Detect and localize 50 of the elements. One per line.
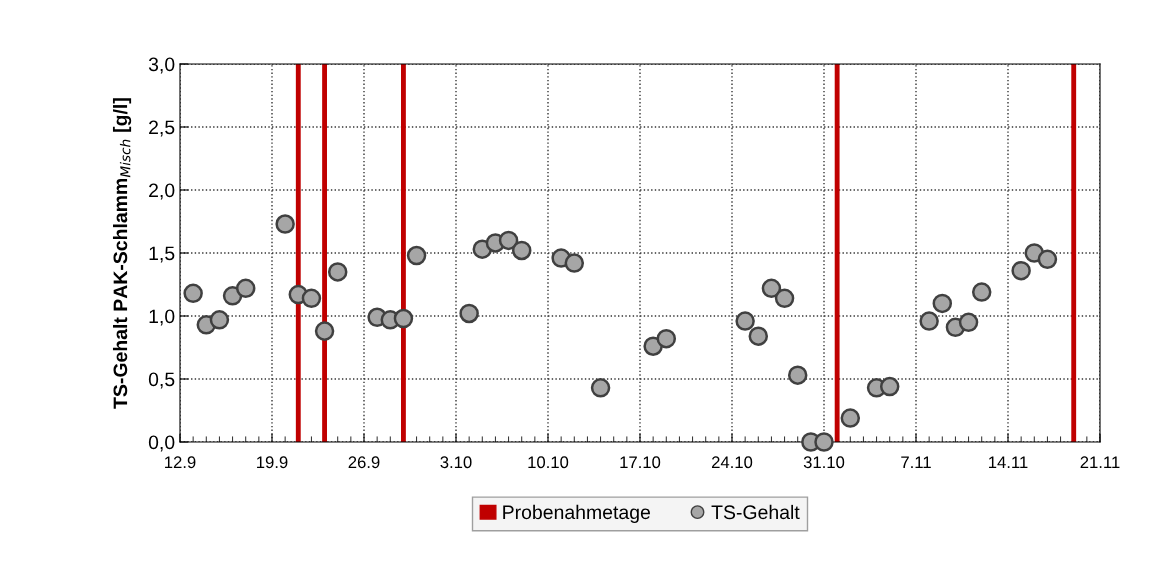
point [814, 432, 834, 452]
point [879, 376, 900, 397]
point [590, 378, 611, 398]
y-tick-label: 1,5 [149, 246, 175, 263]
x-tick-label: 31.10 [803, 456, 845, 469]
x-tick-label: 26.9 [348, 456, 380, 469]
y-tick-label: 2,5 [149, 120, 175, 137]
x-tick-label: 3.10 [440, 456, 472, 469]
point [511, 240, 532, 261]
y-axis-title: TS-Gehalt PAK-Schlamm$_{Misch}$ [g/l] [112, 98, 132, 409]
x-tick-label: 14.11 [989, 456, 1028, 468]
legend-label: Probenahmetage [503, 504, 650, 523]
point [656, 328, 677, 349]
point [235, 278, 256, 299]
point [971, 282, 992, 302]
legend-label: TS-Gehalt [711, 504, 800, 520]
x-tick-label: 17.10 [620, 456, 661, 469]
point [406, 245, 427, 266]
point [275, 214, 295, 234]
point [498, 230, 519, 251]
point [183, 283, 203, 304]
point [774, 288, 795, 309]
point [564, 253, 585, 273]
point [840, 408, 861, 428]
point [209, 310, 230, 330]
y-tick-label: 0,5 [148, 372, 175, 389]
point [393, 308, 414, 329]
y-tick-label: 0,0 [148, 435, 175, 452]
y-tick-label: 2,0 [149, 183, 175, 200]
point [787, 365, 808, 385]
point [1037, 249, 1058, 270]
point [327, 262, 348, 282]
y-tick-label: 3,0 [148, 57, 175, 74]
point [314, 321, 335, 341]
point [932, 293, 953, 314]
point [761, 278, 782, 299]
x-tick-label: 21.11 [1080, 456, 1120, 468]
y-tick-label: 1,0 [149, 309, 175, 326]
x-tick-label: 10.10 [528, 456, 569, 469]
point [958, 312, 979, 333]
point [459, 303, 479, 324]
point [735, 311, 755, 331]
x-tick-label: 19.9 [257, 456, 288, 469]
point [1011, 260, 1031, 281]
point [301, 288, 322, 309]
x-tick-label: 12.9 [165, 456, 196, 469]
x-tick-label: 7.11 [901, 456, 931, 468]
point [748, 326, 769, 346]
x-tick-label: 24.10 [711, 456, 753, 469]
point [919, 311, 939, 331]
